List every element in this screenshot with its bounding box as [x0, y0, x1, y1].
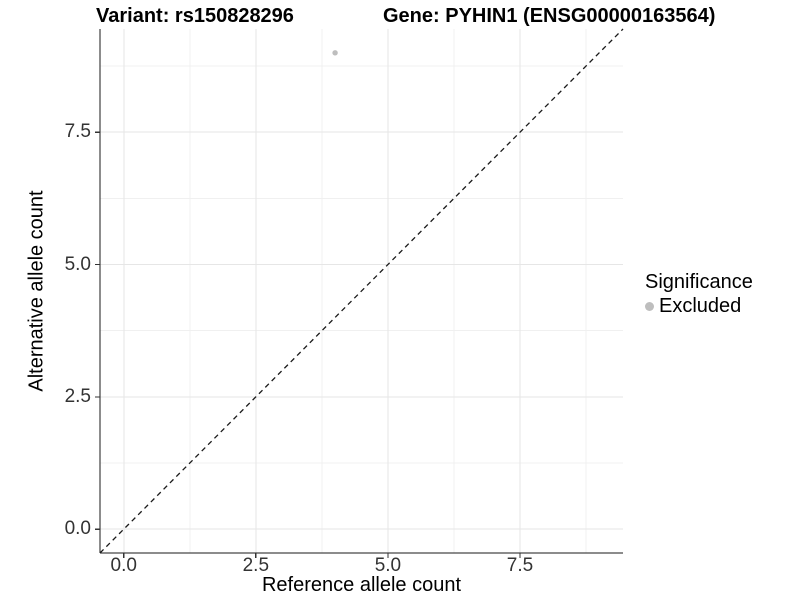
- x-tick-label: 0.0: [110, 555, 137, 576]
- y-tick-label: 2.5: [64, 385, 91, 407]
- x-tick-label: 5.0: [374, 555, 402, 576]
- plot-title-variant: Variant: rs150828296: [96, 5, 294, 27]
- legend: Significance Excluded: [645, 270, 753, 317]
- legend-point-icon: [645, 301, 654, 311]
- legend-title: Significance: [645, 271, 753, 293]
- legend-item: Excluded: [645, 295, 753, 317]
- plot-title-gene: Gene: PYHIN1 (ENSG00000163564): [383, 5, 716, 27]
- y-tick-label: 5.0: [64, 253, 91, 275]
- y-axis-title: Alternative allele count: [25, 190, 48, 392]
- x-tick-label: 2.5: [242, 555, 270, 576]
- y-tick-label: 7.5: [64, 121, 91, 143]
- x-axis-title: Reference allele count: [261, 574, 461, 596]
- legend-item-label: Excluded: [659, 295, 742, 317]
- identity-reference-line: [99, 28, 624, 554]
- data-point: [332, 50, 338, 56]
- x-tick-label: 7.5: [506, 555, 534, 576]
- y-tick-label: 0.0: [64, 518, 91, 540]
